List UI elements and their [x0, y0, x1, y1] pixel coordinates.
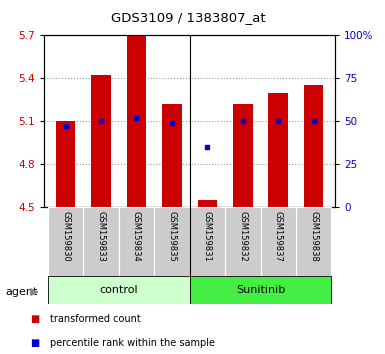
Text: GSM159830: GSM159830	[61, 211, 70, 261]
Text: GSM159832: GSM159832	[238, 211, 247, 261]
Text: GDS3109 / 1383807_at: GDS3109 / 1383807_at	[111, 11, 266, 24]
Bar	[119, 207, 154, 276]
Text: GSM159837: GSM159837	[274, 211, 283, 261]
Bar	[261, 207, 296, 276]
Bar	[48, 207, 83, 276]
Bar	[296, 207, 331, 276]
Bar	[91, 75, 111, 207]
Bar	[56, 121, 75, 207]
Text: ■: ■	[30, 338, 39, 348]
Bar	[190, 276, 331, 304]
Text: Sunitinib: Sunitinib	[236, 285, 285, 295]
Text: GSM159834: GSM159834	[132, 211, 141, 261]
Bar	[48, 276, 190, 304]
Text: GSM159835: GSM159835	[167, 211, 176, 261]
Text: GSM159833: GSM159833	[97, 211, 105, 261]
Bar	[162, 104, 182, 207]
Bar	[233, 104, 253, 207]
Bar	[268, 93, 288, 207]
Text: agent: agent	[6, 287, 38, 297]
Bar	[154, 207, 190, 276]
Text: GSM159838: GSM159838	[309, 211, 318, 261]
Bar	[127, 35, 146, 207]
Bar	[190, 207, 225, 276]
Text: percentile rank within the sample: percentile rank within the sample	[50, 338, 215, 348]
Text: ■: ■	[30, 314, 39, 324]
Text: GSM159831: GSM159831	[203, 211, 212, 261]
Bar	[304, 85, 323, 207]
Bar	[198, 200, 217, 207]
Text: transformed count: transformed count	[50, 314, 141, 324]
Text: control: control	[99, 285, 138, 295]
Bar	[83, 207, 119, 276]
Bar	[225, 207, 261, 276]
